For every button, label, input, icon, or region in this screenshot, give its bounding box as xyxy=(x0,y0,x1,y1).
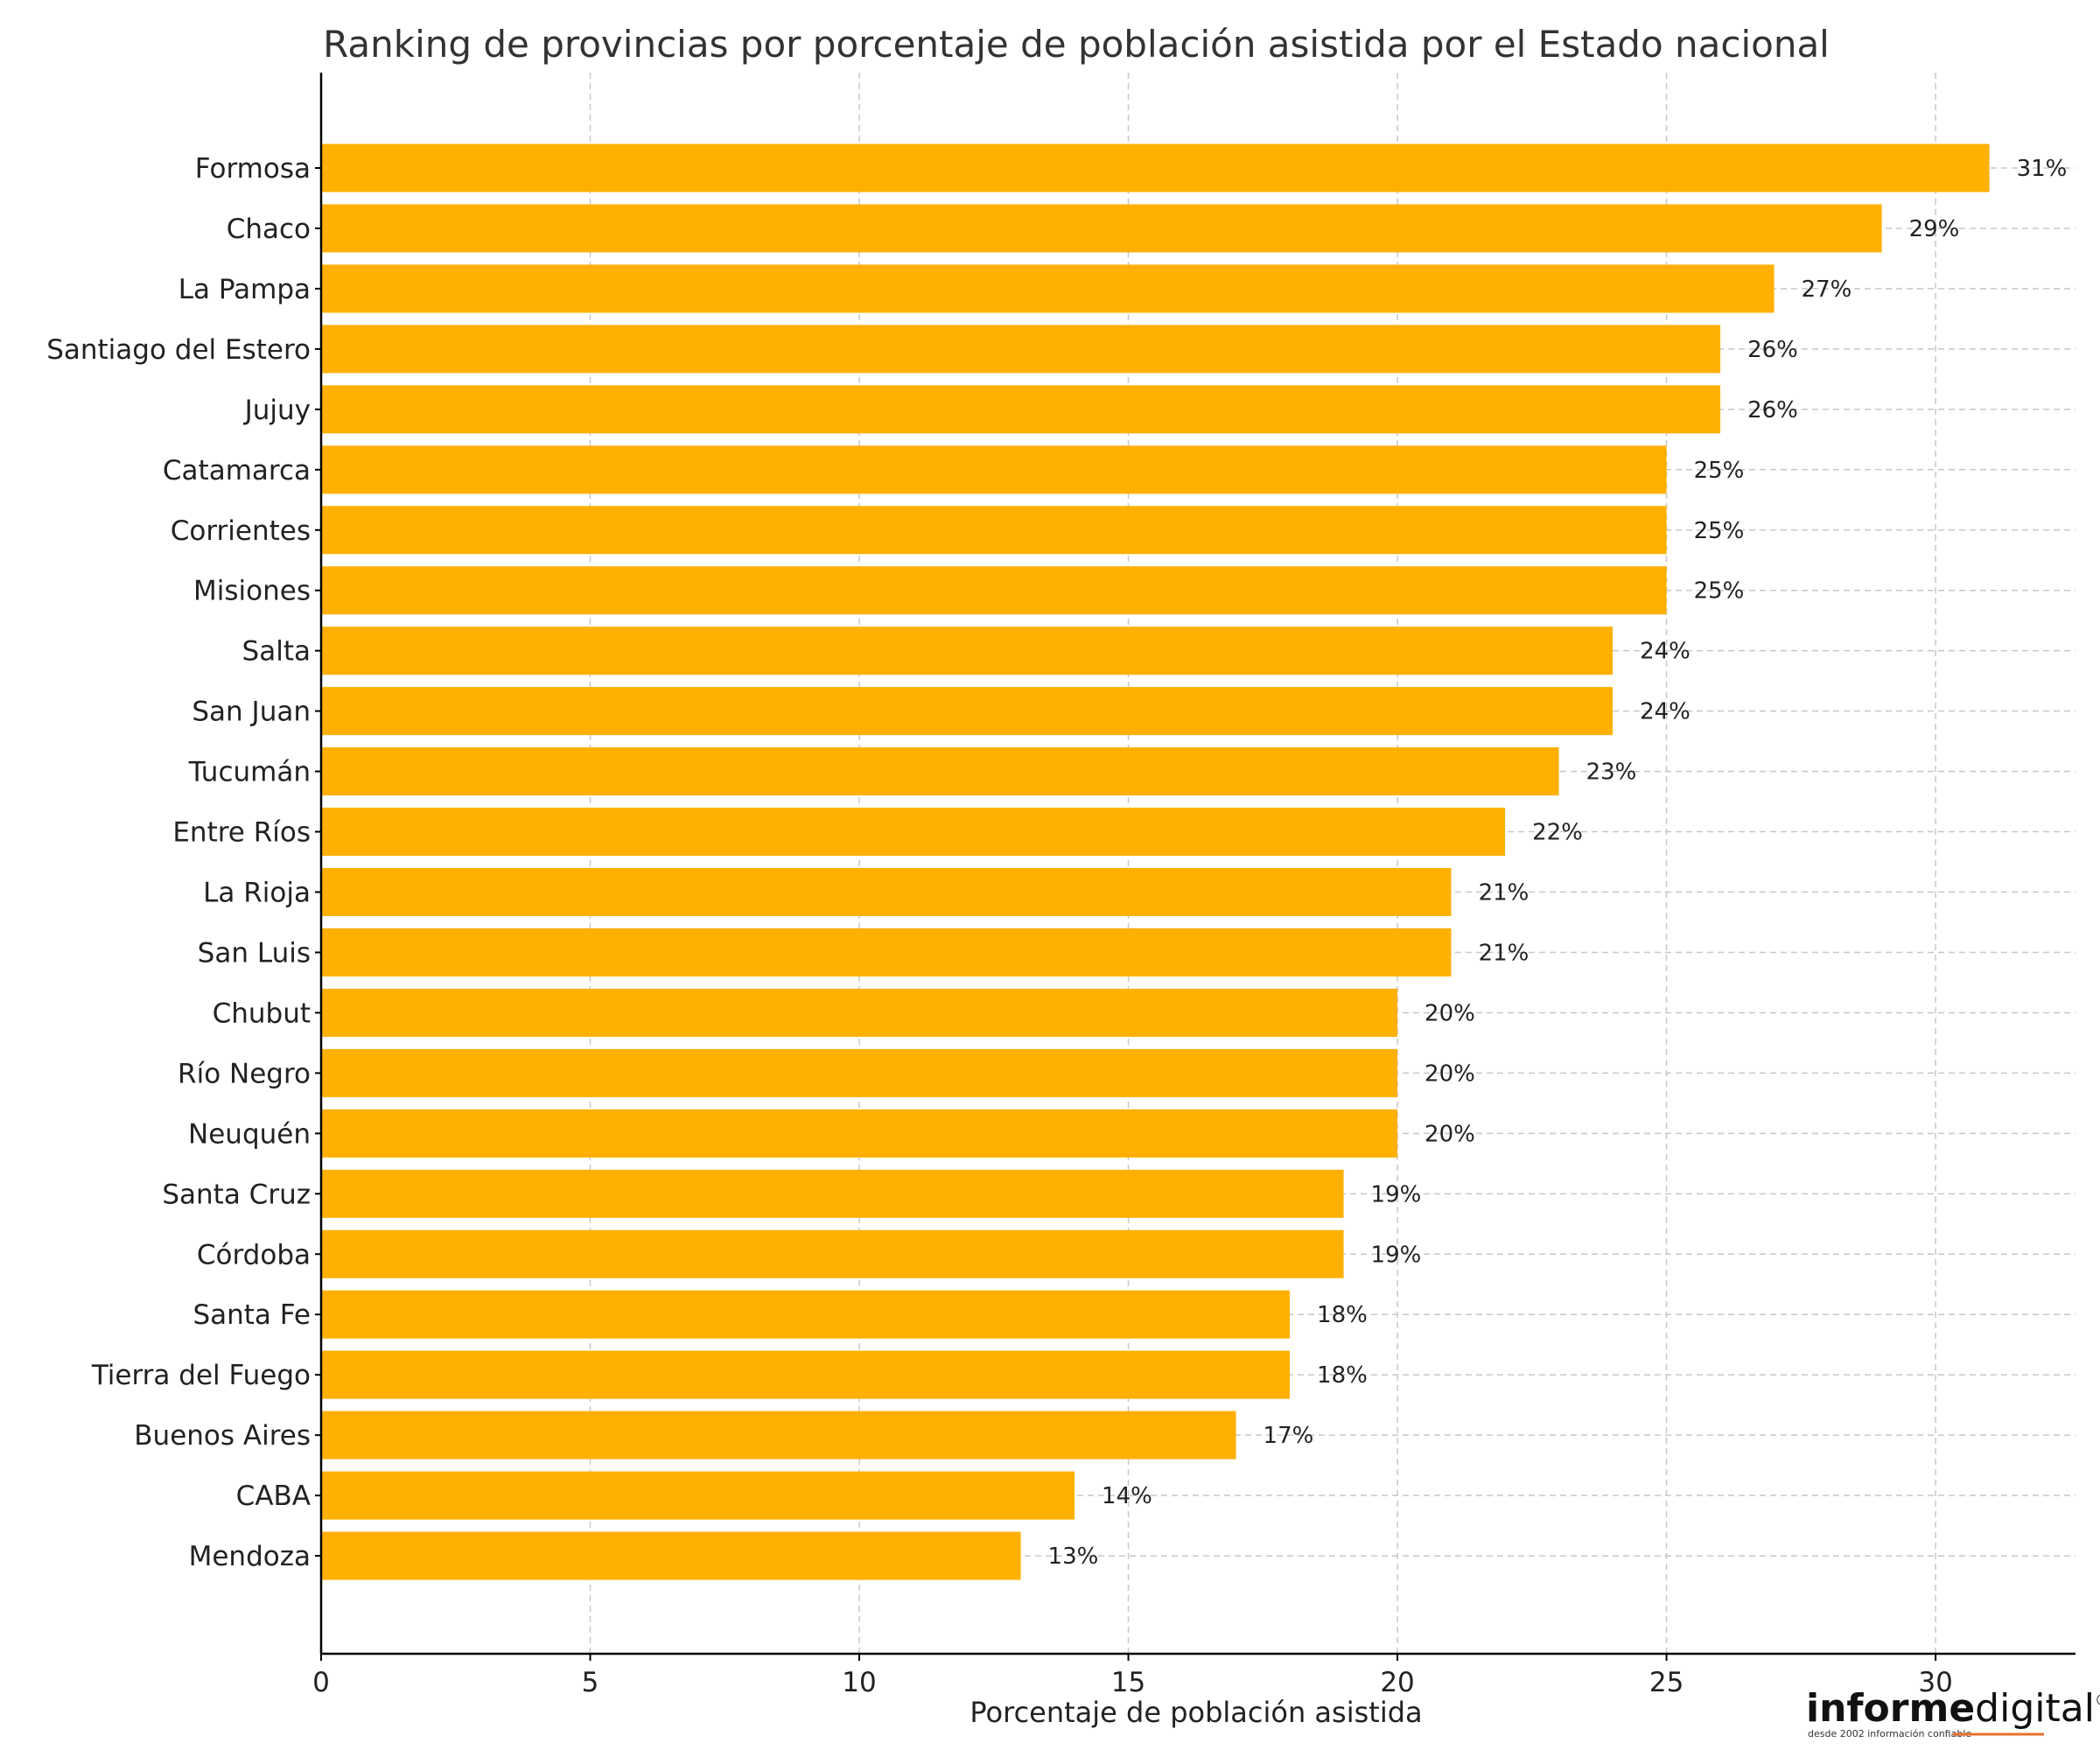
category-label: Mendoza xyxy=(189,1541,311,1572)
bar xyxy=(321,264,1774,313)
bar xyxy=(321,928,1452,976)
value-label: 31% xyxy=(2017,156,2068,182)
value-label: 22% xyxy=(1532,820,1583,846)
category-label: Catamarca xyxy=(163,455,311,486)
value-label: 18% xyxy=(1317,1362,1368,1389)
bar xyxy=(321,1350,1291,1399)
logo-wordmark: informedigital® xyxy=(1806,1686,2100,1731)
category-label: Neuquén xyxy=(188,1118,311,1150)
value-label: 20% xyxy=(1424,1000,1475,1026)
category-label: CABA xyxy=(236,1480,311,1512)
value-label: 20% xyxy=(1424,1121,1475,1147)
category-label: Chaco xyxy=(227,214,311,245)
x-tick-label: 10 xyxy=(842,1667,876,1698)
bars xyxy=(321,144,1990,1580)
bar xyxy=(321,687,1614,736)
bar xyxy=(321,1169,1344,1218)
category-label: Entre Ríos xyxy=(172,817,311,849)
bar xyxy=(321,1109,1398,1158)
chart-title: Ranking de provincias por porcentaje de … xyxy=(323,23,1830,66)
category-label: Formosa xyxy=(195,153,311,185)
value-label: 13% xyxy=(1048,1544,1099,1570)
category-label: Corrientes xyxy=(171,515,311,547)
bar xyxy=(321,1410,1236,1460)
category-label: Misiones xyxy=(193,576,311,607)
bar xyxy=(321,868,1452,917)
category-label: San Luis xyxy=(198,937,311,969)
value-label: 25% xyxy=(1694,578,1745,605)
category-label: Buenos Aires xyxy=(134,1420,311,1452)
x-tick-label: 20 xyxy=(1380,1667,1414,1698)
category-labels: Formosa Chaco La Pampa Santiago del Estero J… xyxy=(46,153,311,1572)
x-tick-label: 30 xyxy=(1918,1667,1952,1698)
category-label: La Pampa xyxy=(178,274,311,305)
value-label: 21% xyxy=(1479,940,1530,966)
value-label: 21% xyxy=(1479,880,1530,906)
bar xyxy=(321,988,1398,1037)
value-label: 18% xyxy=(1317,1302,1368,1328)
value-label: 26% xyxy=(1747,397,1798,424)
logo-bold: informe xyxy=(1806,1686,1975,1731)
bar xyxy=(321,1229,1344,1278)
category-label: Tierra del Fuego xyxy=(91,1360,311,1391)
logo-registered: ® xyxy=(2095,1691,2100,1710)
bar xyxy=(321,204,1882,253)
value-label: 23% xyxy=(1586,760,1637,786)
category-label: Río Negro xyxy=(178,1058,311,1089)
category-label: Santiago del Estero xyxy=(46,334,311,366)
bar xyxy=(321,1048,1398,1097)
x-tick-label: 0 xyxy=(312,1667,330,1698)
bar xyxy=(321,325,1721,374)
category-label: Santa Cruz xyxy=(162,1179,311,1210)
value-label: 19% xyxy=(1371,1181,1422,1208)
category-label: Córdoba xyxy=(197,1239,311,1270)
value-label: 25% xyxy=(1694,518,1745,544)
category-label: Chubut xyxy=(213,998,311,1029)
logo-tagline: desde 2002 información confiable xyxy=(1808,1728,1971,1740)
value-label: 24% xyxy=(1640,639,1690,665)
bar xyxy=(321,506,1667,555)
bar xyxy=(321,385,1721,434)
bar xyxy=(321,566,1667,615)
x-tick-label: 15 xyxy=(1111,1667,1145,1698)
value-label: 17% xyxy=(1264,1423,1314,1449)
value-label: 29% xyxy=(1909,216,1960,242)
x-tick-label: 25 xyxy=(1649,1667,1684,1698)
x-ticks: 0 5 10 15 20 25 30 xyxy=(312,1654,1953,1698)
category-label: Jujuy xyxy=(243,395,311,426)
bar xyxy=(321,144,1990,192)
value-label: 25% xyxy=(1694,458,1745,484)
category-label: La Rioja xyxy=(203,878,311,909)
category-label: Santa Fe xyxy=(192,1299,311,1331)
bar xyxy=(321,445,1667,494)
bar xyxy=(321,1290,1291,1339)
bar xyxy=(321,1531,1021,1580)
category-label: Tucumán xyxy=(188,757,311,788)
category-label: Salta xyxy=(242,636,311,668)
bar xyxy=(321,808,1506,857)
value-label: 27% xyxy=(1802,276,1852,303)
value-label: 20% xyxy=(1424,1060,1475,1087)
value-label: 26% xyxy=(1747,337,1798,363)
value-label: 19% xyxy=(1371,1242,1422,1268)
x-tick-label: 5 xyxy=(582,1667,599,1698)
axes xyxy=(315,73,2076,1656)
bar xyxy=(321,747,1559,796)
bar xyxy=(321,626,1614,676)
value-label: 14% xyxy=(1102,1483,1152,1509)
category-label: San Juan xyxy=(192,696,311,728)
x-axis-label: Porcentaje de población asistida xyxy=(970,1696,1422,1729)
value-label: 24% xyxy=(1640,699,1690,725)
value-labels: 31% 29% 27% 26% 26% 25% 25% 25% 24% 24% 23% 22% 21% 2… xyxy=(1048,156,2068,1570)
bar xyxy=(321,1471,1075,1520)
informedigital-logo: informedigital® desde 2002 información c… xyxy=(1806,1686,2100,1740)
logo-light: digital xyxy=(1975,1686,2095,1731)
